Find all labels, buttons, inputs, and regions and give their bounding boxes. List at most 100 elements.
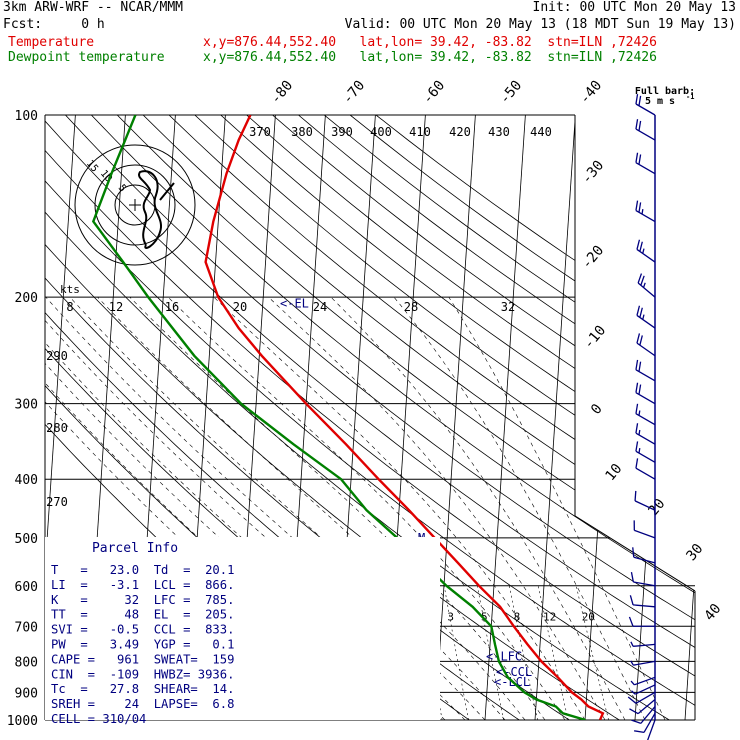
barb-flag bbox=[631, 719, 642, 724]
barb-flag bbox=[630, 680, 635, 686]
wind-barb bbox=[636, 305, 656, 329]
barb-flag bbox=[636, 239, 641, 250]
barb-flag bbox=[635, 382, 639, 393]
barb-flag bbox=[638, 361, 642, 372]
frame-step bbox=[574, 515, 696, 592]
dry-adiabat bbox=[45, 115, 695, 720]
mixing-ratio-line bbox=[537, 585, 569, 720]
moist-adiabat bbox=[167, 296, 566, 720]
barb-flag bbox=[627, 696, 637, 704]
pressure-tick-label: 200 bbox=[15, 291, 38, 306]
theta-label: 280 bbox=[46, 421, 68, 435]
mixing-ratio-label: 5 bbox=[481, 610, 488, 623]
barb-staff bbox=[635, 392, 656, 405]
barb-staff bbox=[634, 684, 656, 695]
theta-label: 430 bbox=[488, 125, 510, 139]
barb-staff bbox=[635, 103, 656, 116]
barb-flag bbox=[629, 708, 639, 715]
barb-flag bbox=[635, 441, 639, 452]
temperature-legend: Temperature bbox=[8, 35, 95, 50]
dry-adiabat bbox=[116, 115, 695, 720]
barb-staff bbox=[635, 413, 656, 426]
hodograph-speed-label: 20 bbox=[233, 300, 247, 314]
barb-flag bbox=[638, 95, 642, 106]
barb-staff bbox=[636, 248, 656, 263]
barb-flag bbox=[630, 641, 634, 647]
temperature-tick-label: -70 bbox=[340, 78, 369, 108]
temperature-tick-label: -60 bbox=[420, 78, 449, 108]
wind-barb bbox=[630, 572, 656, 587]
init-time: Init: 00 UTC Mon 20 May 13 bbox=[532, 0, 737, 15]
hodograph-speed-label: 24 bbox=[313, 300, 327, 314]
theta-label: 370 bbox=[249, 125, 271, 139]
barb-flag bbox=[635, 94, 639, 105]
wind-barb bbox=[635, 441, 656, 463]
barb-flag bbox=[630, 660, 634, 666]
parcel-info-panel: Parcel Info T = 23.0 Td = 20.1LI = -3.1 L… bbox=[45, 537, 440, 726]
barb-staff bbox=[633, 556, 656, 564]
pressure-tick-label: 100 bbox=[15, 109, 38, 124]
barb-flag bbox=[632, 547, 635, 558]
barb-staff bbox=[635, 432, 656, 445]
theta-label: 440 bbox=[530, 125, 552, 139]
parcel-info-row: SREH = 24 LAPSE= 6.8 bbox=[51, 697, 234, 711]
parcel-info-row: CAPE = 961 SWEAT= 159 bbox=[51, 652, 234, 666]
barb-flag bbox=[642, 248, 645, 254]
barb-staff bbox=[635, 209, 656, 223]
barb-flag bbox=[638, 410, 641, 416]
level-marker: <-EL bbox=[280, 297, 309, 311]
barb-flag bbox=[639, 307, 643, 318]
isotherm-line bbox=[534, 115, 576, 720]
barb-flag bbox=[629, 595, 634, 606]
temperature-tick-label: -30 bbox=[579, 158, 608, 188]
barb-flag bbox=[641, 209, 644, 215]
parcel-info-title: Parcel Info bbox=[92, 541, 178, 556]
barb-flag bbox=[642, 282, 646, 288]
parcel-info-row: CELL = 310/04 bbox=[51, 712, 146, 726]
barb-staff bbox=[635, 369, 656, 382]
barb-flag bbox=[628, 616, 634, 627]
barb-flag bbox=[638, 384, 642, 395]
theta-label: 410 bbox=[409, 125, 431, 139]
barb-key-unit-exponent: -1 bbox=[686, 93, 694, 101]
wind-barbs: Full barb:5 m s -1 bbox=[627, 86, 695, 740]
wind-barb bbox=[637, 273, 656, 298]
dry-adiabat bbox=[194, 115, 695, 720]
level-marker: <-LFC bbox=[486, 649, 522, 663]
hodograph-speed-label: 16 bbox=[165, 300, 179, 314]
barb-staff bbox=[634, 500, 656, 511]
barb-flag bbox=[634, 730, 645, 734]
dry-adiabat bbox=[168, 115, 695, 720]
wind-barb bbox=[630, 641, 656, 647]
parcel-info-row: Tc = 27.8 SHEAR= 14. bbox=[51, 682, 234, 696]
barb-flag bbox=[638, 202, 642, 213]
barb-flag bbox=[640, 275, 645, 286]
wind-barb bbox=[635, 94, 656, 116]
isotherm-line bbox=[434, 115, 476, 720]
hodograph-speed-label: 28 bbox=[404, 300, 418, 314]
wind-barb bbox=[636, 333, 656, 357]
parcel-info-row: CIN = -109 HWBZ= 3936. bbox=[51, 667, 234, 681]
theta-label: 390 bbox=[331, 125, 353, 139]
barb-staff bbox=[636, 342, 656, 357]
forecast-hour: Fcst: 0 h bbox=[3, 17, 105, 32]
barb-key-title: Full barb: bbox=[635, 86, 695, 97]
theta-label: 270 bbox=[46, 495, 68, 509]
wind-barb bbox=[635, 382, 656, 405]
wind-barb bbox=[628, 616, 655, 627]
barb-flag bbox=[635, 458, 639, 469]
barb-flag bbox=[635, 200, 639, 211]
barb-staff bbox=[634, 529, 656, 539]
moist-adiabat bbox=[97, 296, 526, 720]
hodograph-ring-label: 5 bbox=[116, 183, 128, 195]
wind-barb bbox=[633, 520, 656, 539]
barb-flag bbox=[638, 429, 641, 436]
barb-staff bbox=[643, 713, 656, 733]
mixing-ratio-label: 8 bbox=[514, 610, 521, 623]
barb-staff bbox=[640, 706, 656, 724]
dry-adiabat bbox=[220, 115, 695, 720]
hodograph-ring-label: 15 bbox=[84, 158, 100, 174]
mixing-ratio-label: 3 bbox=[447, 610, 454, 623]
moist-adiabat bbox=[268, 296, 606, 720]
